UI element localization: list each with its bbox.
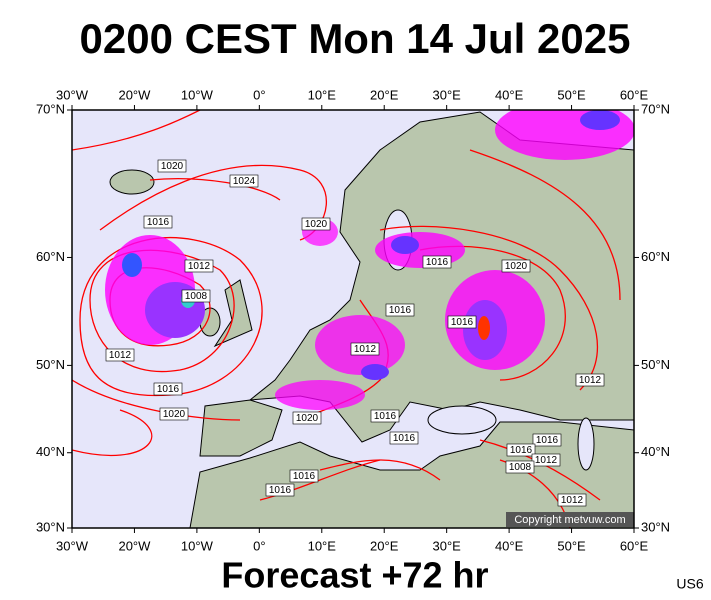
- isobar-label-box: [505, 460, 535, 474]
- lon-label: 30°W: [56, 538, 89, 553]
- lon-label: 20°E: [370, 87, 399, 102]
- lat-label: 40°N: [36, 444, 65, 459]
- lon-label: 40°E: [495, 538, 524, 553]
- precipitation: [105, 110, 634, 410]
- lon-label: 50°E: [557, 87, 586, 102]
- isobar-label-box: [447, 315, 477, 329]
- isobar-label-box: [532, 433, 562, 447]
- isobar-label-box: [153, 382, 183, 396]
- isobar-label: 1016: [147, 217, 170, 228]
- isobar-label: 1024: [233, 176, 256, 187]
- lat-label: 30°N: [36, 519, 65, 534]
- isobar-label: 1012: [579, 375, 602, 386]
- isobar-label-box: [531, 453, 561, 467]
- isobar-label-box: [301, 217, 331, 231]
- lon-label: 60°E: [620, 538, 649, 553]
- lat-label: 70°N: [641, 101, 670, 116]
- isobar-label-box: [350, 342, 380, 356]
- lon-label: 10°W: [181, 538, 214, 553]
- lon-label: 60°E: [620, 87, 649, 102]
- lat-label: 30°N: [641, 519, 670, 534]
- lon-label: 30°E: [432, 538, 461, 553]
- isobar-label: 1012: [109, 350, 132, 361]
- isobar-label: 1016: [451, 317, 474, 328]
- title: 0200 CEST Mon 14 Jul 2025: [80, 15, 631, 62]
- isobar-label-box: [184, 259, 214, 273]
- lat-label: 70°N: [36, 101, 65, 116]
- graticule: 30°W 30°W 20°W 20°W 10°W 10°W 0° 0° 10°E 10°E 20°E…: [36, 87, 670, 553]
- isobar-label: 1016: [426, 257, 449, 268]
- isobar-label: 1016: [510, 445, 533, 456]
- isobar-label-box: [105, 348, 135, 362]
- isobar-label-box: [292, 411, 322, 425]
- lon-label: 10°E: [308, 538, 337, 553]
- isobar-label-box: [389, 431, 419, 445]
- lon-label: 0°: [253, 87, 265, 102]
- isobar-label: 1020: [505, 261, 528, 272]
- lon-label: 20°W: [118, 538, 151, 553]
- lon-label: 30°E: [432, 87, 461, 102]
- lat-label: 50°N: [641, 357, 670, 372]
- isobar-label: 1020: [161, 161, 184, 172]
- isobar-label: 1016: [536, 435, 559, 446]
- lat-label: 40°N: [641, 444, 670, 459]
- isobar-label: 1020: [296, 413, 319, 424]
- isobar-label: 1016: [293, 471, 316, 482]
- isobar-label-box: [501, 259, 531, 273]
- lon-label: 50°E: [557, 538, 586, 553]
- isobar-label-box: [385, 303, 415, 317]
- isobar-label: 1012: [354, 344, 377, 355]
- model-code: US6: [676, 576, 703, 592]
- isobar-label: 1008: [185, 291, 208, 302]
- isobar-label-box: [422, 255, 452, 269]
- lon-label: 40°E: [495, 87, 524, 102]
- lon-label: 10°W: [181, 87, 214, 102]
- lon-label: 0°: [253, 538, 265, 553]
- lon-label: 20°W: [118, 87, 151, 102]
- isobar-label-box: [181, 289, 211, 303]
- map-frame: [71, 109, 635, 529]
- isobar-label: 1016: [157, 384, 180, 395]
- lat-label: 60°N: [36, 249, 65, 264]
- lat-label: 50°N: [36, 357, 65, 372]
- isobar-label: 1016: [374, 411, 397, 422]
- lon-label: 30°W: [56, 87, 89, 102]
- isobar-label-box: [370, 409, 400, 423]
- isobar-label-box: [575, 373, 605, 387]
- isobar-label: 1016: [389, 305, 412, 316]
- isobar-label-box: [229, 174, 259, 188]
- isobar-label-box: [289, 469, 319, 483]
- isobar-label: 1020: [163, 409, 186, 420]
- isobar-label: 1016: [269, 485, 292, 496]
- isobar-label-box: [157, 159, 187, 173]
- lat-label: 60°N: [641, 249, 670, 264]
- isobar-label: 1020: [305, 219, 328, 230]
- isobar-label: 1012: [188, 261, 211, 272]
- isobar-label: 1012: [535, 455, 558, 466]
- isobar-label: 1012: [561, 495, 584, 506]
- isobar-label-box: [557, 493, 587, 507]
- isobar-label-box: [506, 443, 536, 457]
- lon-label: 20°E: [370, 538, 399, 553]
- isobar-label: 1008: [509, 462, 532, 473]
- isobar-label-box: [265, 483, 295, 497]
- isobars: [72, 110, 621, 528]
- isobar-label: 1016: [393, 433, 416, 444]
- lon-label: 10°E: [308, 87, 337, 102]
- isobar-label-box: [159, 407, 189, 421]
- forecast-label: Forecast +72 hr: [221, 555, 488, 596]
- isobar-label-box: [143, 215, 173, 229]
- copyright-box: [506, 512, 634, 527]
- copyright: Copyright metvuw.com: [514, 514, 625, 526]
